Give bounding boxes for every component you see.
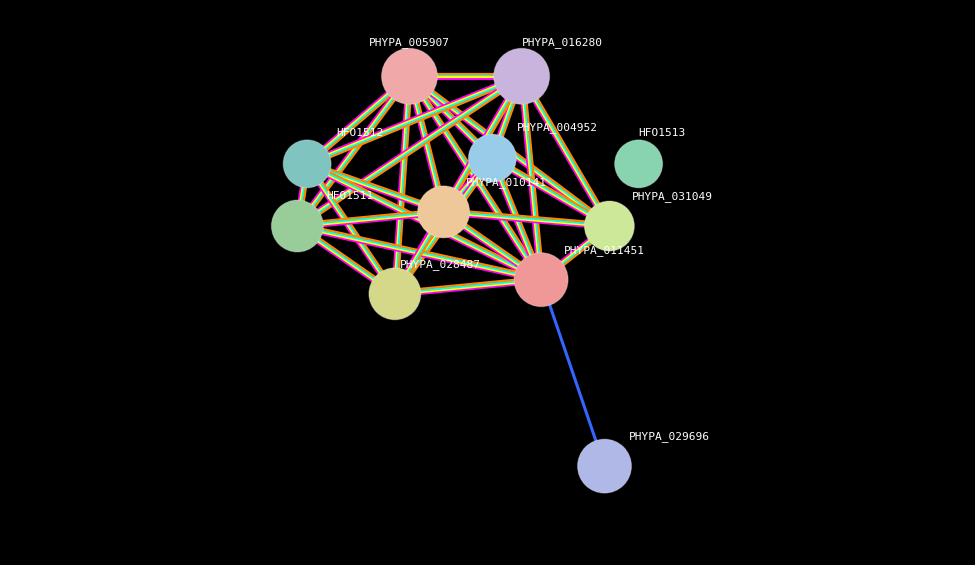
Circle shape (369, 268, 421, 320)
Circle shape (493, 48, 550, 105)
Circle shape (283, 140, 332, 188)
Circle shape (468, 134, 517, 182)
Text: PHYPA_011451: PHYPA_011451 (564, 245, 644, 256)
Text: PHYPA_010141: PHYPA_010141 (466, 177, 547, 188)
Text: PHYPA_029696: PHYPA_029696 (629, 431, 710, 442)
Circle shape (577, 439, 632, 493)
Text: PHYPA_028487: PHYPA_028487 (400, 259, 481, 270)
Circle shape (271, 200, 324, 252)
Text: PHYPA_005907: PHYPA_005907 (369, 37, 450, 48)
Circle shape (614, 140, 663, 188)
Circle shape (584, 201, 635, 251)
Text: HFO1512: HFO1512 (336, 128, 383, 138)
Text: HFO1511: HFO1511 (327, 190, 373, 201)
Text: PHYPA_004952: PHYPA_004952 (517, 122, 598, 133)
Circle shape (417, 186, 470, 238)
Circle shape (381, 48, 438, 105)
Text: PHYPA_031049: PHYPA_031049 (632, 191, 713, 202)
Text: HFO1513: HFO1513 (639, 128, 685, 138)
Circle shape (514, 253, 568, 307)
Text: PHYPA_016280: PHYPA_016280 (522, 37, 603, 48)
